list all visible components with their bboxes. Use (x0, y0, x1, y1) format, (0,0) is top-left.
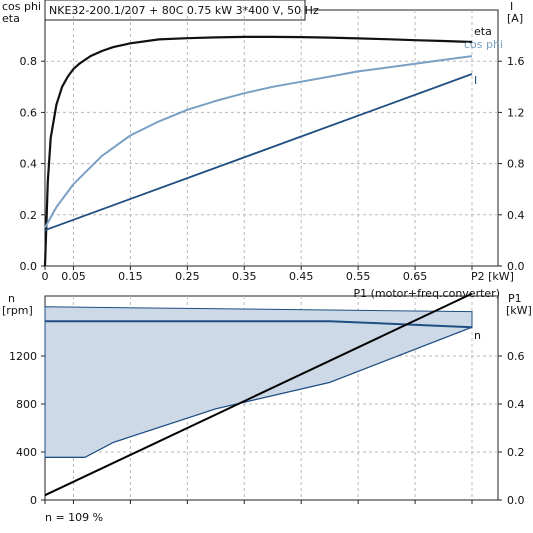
chart-title: NKE32-200.1/207 + 80C 0.75 kW 3*400 V, 5… (49, 4, 319, 17)
cos-phi-series-label: cos phi (464, 38, 503, 51)
eta-series-label: eta (474, 25, 492, 38)
top-left-y-tick-label: 0.8 (20, 55, 38, 68)
bottom-left-y-tick-label: 800 (16, 398, 37, 411)
top-right-y-tick-label: 0.0 (507, 260, 525, 273)
top-left-axis-title-1: cos phi (2, 0, 41, 13)
top-x-tick-label: 0.45 (289, 270, 314, 283)
current-curve (44, 73, 473, 232)
top-left-axis-title-2: eta (2, 12, 20, 25)
current-series-label: I (474, 74, 477, 87)
speed-lower-limit-curve (45, 326, 473, 458)
bottom-left-axis-title-1: n (8, 292, 15, 305)
bottom-right-axis-title-1: P1 (508, 292, 522, 305)
top-left-y-tick-label: 0.0 (20, 260, 38, 273)
bottom-right-y-tick-label: 0.6 (507, 350, 525, 363)
bottom-left-y-tick-label: 400 (16, 446, 37, 459)
top-x-tick-label: 0.25 (175, 270, 200, 283)
bottom-right-y-tick-label: 0.0 (507, 494, 525, 507)
bottom-right-axis-title-2: [kW] (506, 304, 532, 317)
bottom-right-y-tick-label: 0.2 (507, 446, 525, 459)
top-x-tick-label: 0.65 (403, 270, 428, 283)
top-right-y-tick-label: 1.2 (507, 106, 525, 119)
speed-range-band (44, 306, 473, 458)
bottom-left-y-tick-label: 1200 (9, 350, 37, 363)
top-x-axis-label: P2 [kW] (471, 270, 514, 283)
eta-curve (43, 35, 473, 267)
top-left-y-tick-label: 0.2 (20, 209, 38, 222)
bottom-right-y-tick-label: 0.4 (507, 398, 525, 411)
title-box (44, 0, 306, 21)
top-x-tick-label: 0.15 (118, 270, 143, 283)
top-x-tick-label: 0 (42, 270, 49, 283)
top-x-tick-label: 0.05 (61, 270, 86, 283)
top-x-tick-label: 0.35 (232, 270, 257, 283)
p1-series-label: P1 (motor+freq.converter) (354, 287, 501, 300)
footnote: n = 109 % (45, 511, 103, 524)
bottom-left-axis-title-2: [rpm] (2, 304, 33, 317)
top-right-axis-title-1: I (510, 0, 513, 13)
cos-phi-curve (44, 55, 473, 229)
top-right-axis-title-2: [A] (507, 12, 523, 25)
speed-curve (45, 320, 473, 329)
top-chart-frame (44, 9, 499, 267)
top-right-y-tick-label: 1.6 (507, 55, 525, 68)
top-left-y-tick-label: 0.4 (20, 158, 38, 171)
p1-curve (44, 292, 473, 497)
top-right-y-tick-label: 0.8 (507, 158, 525, 171)
top-x-tick-label: 0.55 (346, 270, 371, 283)
top-left-y-tick-label: 0.6 (20, 106, 38, 119)
speed-series-label: n (474, 329, 481, 342)
bottom-left-y-tick-label: 0 (30, 494, 37, 507)
top-right-y-tick-label: 0.4 (507, 209, 525, 222)
